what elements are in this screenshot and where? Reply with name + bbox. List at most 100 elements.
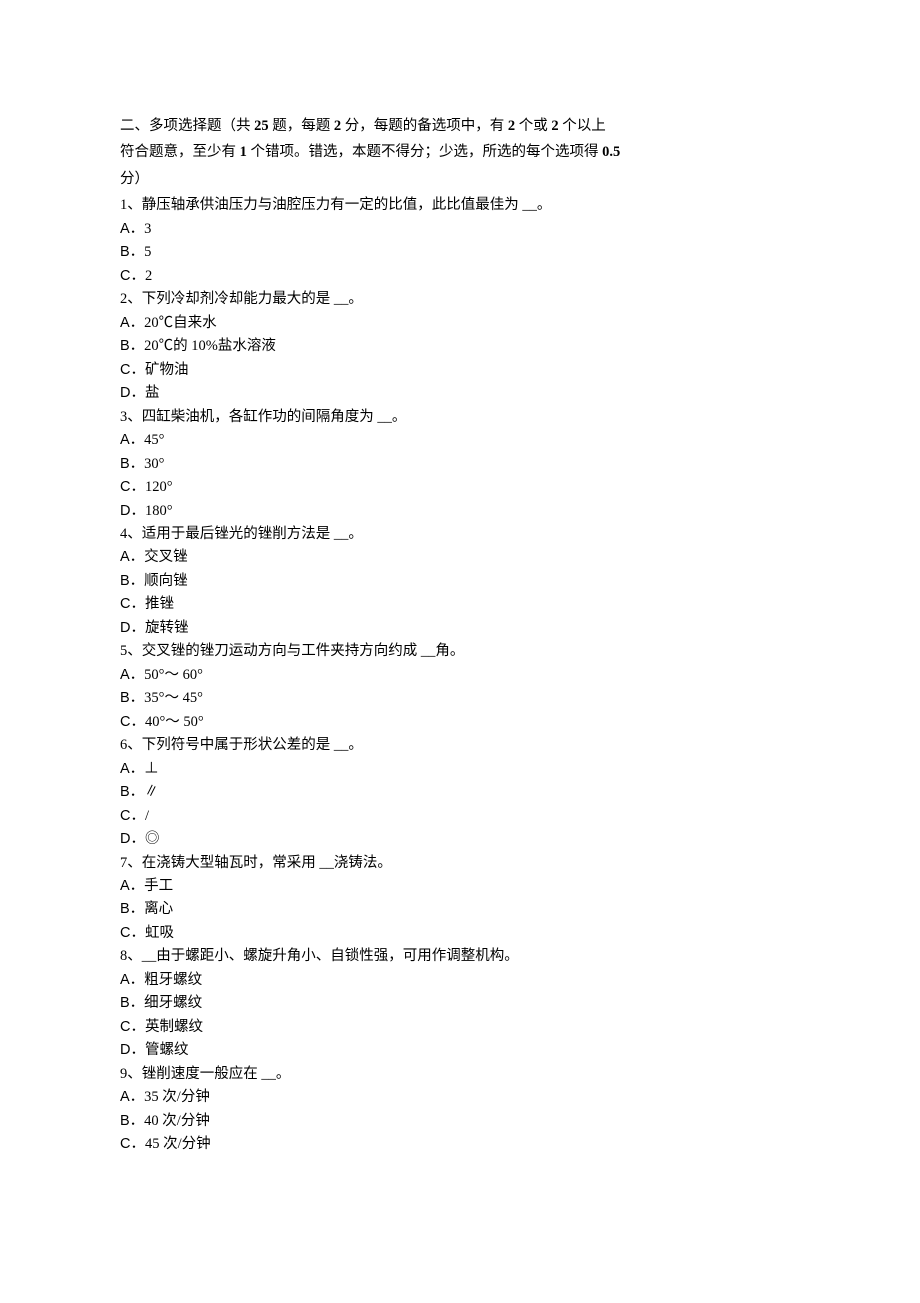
option: B．40 次/分钟 bbox=[120, 1110, 800, 1132]
header-prefix2: 符合题意，至少有 bbox=[120, 144, 240, 160]
header-prefix1: 二、多项选择题（共 bbox=[120, 118, 254, 134]
option: A．35 次/分钟 bbox=[120, 1086, 800, 1108]
option: B．5 bbox=[120, 241, 800, 263]
option-label: C bbox=[120, 268, 130, 284]
question-body: 、锉削速度一般应在 __。 bbox=[127, 1066, 290, 1082]
option: C．推锉 bbox=[120, 593, 800, 615]
option: B．30° bbox=[120, 453, 800, 475]
question-text: 9、锉削速度一般应在 __。 bbox=[120, 1063, 800, 1085]
option-label: A bbox=[120, 1089, 130, 1105]
question-text: 8、__由于螺距小、螺旋升角小、自锁性强，可用作调整机构。 bbox=[120, 945, 800, 967]
section-header-line3: 分） bbox=[120, 168, 800, 190]
question-body: 、在浇铸大型轴瓦时，常采用 __浇铸法。 bbox=[127, 855, 392, 871]
header-mid1: 题，每题 bbox=[269, 118, 334, 134]
option-text: ．交叉锉 bbox=[130, 549, 188, 565]
option-label: B bbox=[120, 338, 130, 354]
question-text: 6、下列符号中属于形状公差的是 __。 bbox=[120, 734, 800, 756]
section-header-line2: 符合题意，至少有 1 个错项。错选，本题不得分；少选，所选的每个选项得 0.5 bbox=[120, 141, 800, 163]
option-text: ．盐 bbox=[130, 385, 159, 401]
option-label: B bbox=[120, 573, 130, 589]
option-text: ．45° bbox=[130, 432, 165, 448]
option-text: ．30° bbox=[130, 456, 165, 472]
option-text: ．矿物油 bbox=[130, 362, 188, 378]
option: B．离心 bbox=[120, 898, 800, 920]
option-text: ．粗牙螺纹 bbox=[130, 972, 203, 988]
option: D．旋转锉 bbox=[120, 617, 800, 639]
header-mid3: 个或 bbox=[515, 118, 551, 134]
option: C．虹吸 bbox=[120, 922, 800, 944]
option-label: B bbox=[120, 1113, 130, 1129]
option-text: ．推锉 bbox=[130, 596, 174, 612]
question-text: 4、适用于最后锉光的锉削方法是 __。 bbox=[120, 523, 800, 545]
option-label: C bbox=[120, 1019, 130, 1035]
option-text: ．50°～ 60° bbox=[130, 667, 203, 683]
option: C．40°～ 50° bbox=[120, 711, 800, 733]
option: B．35°～ 45° bbox=[120, 687, 800, 709]
option-label: C bbox=[120, 596, 130, 612]
option: C．矿物油 bbox=[120, 359, 800, 381]
option: A．交叉锉 bbox=[120, 546, 800, 568]
header-mid2: 分，每题的备选项中，有 bbox=[341, 118, 508, 134]
option-label: D bbox=[120, 620, 130, 636]
header-line3: 分） bbox=[120, 171, 149, 187]
question-body: 、四缸柴油机，各缸作功的间隔角度为 __。 bbox=[127, 409, 406, 425]
option-label: B bbox=[120, 995, 130, 1011]
option: B．顺向锉 bbox=[120, 570, 800, 592]
option-text: ．顺向锉 bbox=[130, 573, 188, 589]
question-text: 5、交叉锉的锉刀运动方向与工件夹持方向约成 __角。 bbox=[120, 640, 800, 662]
option: D．180° bbox=[120, 500, 800, 522]
header-min2: 2 bbox=[551, 118, 558, 134]
question-body: 、下列冷却剂冷却能力最大的是 __。 bbox=[127, 291, 363, 307]
option-label: A bbox=[120, 667, 130, 683]
option: B．∥ bbox=[120, 781, 800, 803]
option-label: A bbox=[120, 549, 130, 565]
option-text: ．40°～ 50° bbox=[130, 714, 203, 730]
option-label: B bbox=[120, 784, 130, 800]
question-body: 、静压轴承供油压力与油腔压力有一定的比值，此比值最佳为 __。 bbox=[127, 197, 551, 213]
option-label: A bbox=[120, 432, 130, 448]
option-label: A bbox=[120, 878, 130, 894]
question-body: 、交叉锉的锉刀运动方向与工件夹持方向约成 __角。 bbox=[127, 643, 464, 659]
option-label: A bbox=[120, 761, 130, 777]
option-text: ．手工 bbox=[130, 878, 174, 894]
option: C．120° bbox=[120, 476, 800, 498]
question-text: 7、在浇铸大型轴瓦时，常采用 __浇铸法。 bbox=[120, 852, 800, 874]
option-label: D bbox=[120, 1042, 130, 1058]
option: A．45° bbox=[120, 429, 800, 451]
option-label: B bbox=[120, 901, 130, 917]
header-partial: 0.5 bbox=[602, 144, 620, 160]
option-label: B bbox=[120, 456, 130, 472]
option-text: ．⊥ bbox=[130, 761, 159, 777]
option: C．45 次/分钟 bbox=[120, 1133, 800, 1155]
option-text: ．20℃自来水 bbox=[130, 315, 217, 331]
option-label: C bbox=[120, 714, 130, 730]
option-label: B bbox=[120, 244, 130, 260]
option: C．/ bbox=[120, 805, 800, 827]
option-text: ．35 次/分钟 bbox=[130, 1089, 210, 1105]
option-label: A bbox=[120, 972, 130, 988]
question-body: 、适用于最后锉光的锉削方法是 __。 bbox=[127, 526, 363, 542]
option-text: ．5 bbox=[130, 244, 152, 260]
option: D．管螺纹 bbox=[120, 1039, 800, 1061]
option: A．50°～ 60° bbox=[120, 664, 800, 686]
option: A．手工 bbox=[120, 875, 800, 897]
option: A．3 bbox=[120, 218, 800, 240]
header-mid4: 个以上 bbox=[559, 118, 606, 134]
option-label: A bbox=[120, 221, 130, 237]
header-mid5: 个错项。错选，本题不得分；少选，所选的每个选项得 bbox=[247, 144, 602, 160]
question-text: 1、静压轴承供油压力与油腔压力有一定的比值，此比值最佳为 __。 bbox=[120, 194, 800, 216]
option-text: ．40 次/分钟 bbox=[130, 1113, 210, 1129]
option-text: ．/ bbox=[130, 808, 149, 824]
option-text: ．20℃的 10%盐水溶液 bbox=[130, 338, 276, 354]
option-label: A bbox=[120, 315, 130, 331]
question-body: 、__由于螺距小、螺旋升角小、自锁性强，可用作调整机构。 bbox=[127, 948, 519, 964]
option-text: ．管螺纹 bbox=[130, 1042, 188, 1058]
option: C．英制螺纹 bbox=[120, 1016, 800, 1038]
option: A．粗牙螺纹 bbox=[120, 969, 800, 991]
option: A．⊥ bbox=[120, 758, 800, 780]
option-text: ．180° bbox=[130, 503, 172, 519]
option-text: ．离心 bbox=[130, 901, 174, 917]
option-text: ．120° bbox=[130, 479, 172, 495]
option-text: ．45 次/分钟 bbox=[130, 1136, 210, 1152]
option: D．盐 bbox=[120, 382, 800, 404]
